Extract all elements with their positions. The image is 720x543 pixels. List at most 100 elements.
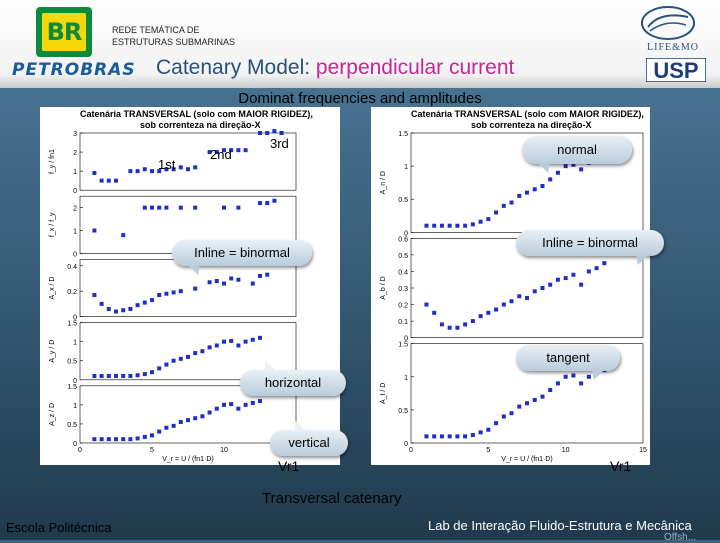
left-subplot-0-point-0 bbox=[92, 171, 97, 176]
right-subplot-0-point-7 bbox=[478, 219, 483, 224]
left-subplot-3-ytick-2: 1 bbox=[73, 340, 77, 347]
left-subplot-1-point-11 bbox=[265, 201, 270, 206]
left-subplot-4-point-17 bbox=[214, 406, 219, 411]
left-subplot-3-point-7 bbox=[142, 372, 147, 377]
left-subplot-0-point-19 bbox=[243, 148, 248, 153]
right-subplot-2-point-5 bbox=[463, 434, 468, 439]
left-subplot-0-point-8 bbox=[157, 169, 162, 174]
left-subplot-2-point-19 bbox=[250, 281, 255, 286]
left-subplot-1-point-1 bbox=[121, 233, 126, 238]
left-subplot-2-point-3 bbox=[114, 309, 118, 314]
left-subplot-2-point-0 bbox=[92, 292, 97, 297]
left-subplot-0-point-10 bbox=[171, 167, 176, 172]
left-subplot-4-point-18 bbox=[222, 402, 226, 407]
left-subplot-4-ytick-3: 1.5 bbox=[67, 384, 77, 391]
left-subplot-2-point-12 bbox=[178, 289, 183, 294]
right-subplot-0-point-6 bbox=[470, 222, 475, 227]
left-subplot-1-point-10 bbox=[258, 201, 262, 206]
left-subplot-4-ytick-2: 1 bbox=[73, 403, 77, 410]
left-subplot-2-point-11 bbox=[171, 290, 176, 295]
left-subplot-0-ytick-0: 0 bbox=[73, 188, 77, 195]
left-subplot-3-point-8 bbox=[150, 370, 154, 375]
left-subplot-3-point-12 bbox=[178, 356, 183, 361]
left-subplot-4-point-23 bbox=[258, 399, 262, 404]
transversal-caption: Transversal catenary bbox=[262, 490, 402, 507]
right-subplot-2-ytick-0: 0 bbox=[404, 441, 408, 448]
right-title-line2: sob correnteza na direção-X bbox=[471, 120, 592, 130]
callout-inline-right: Inline = binormal bbox=[516, 230, 664, 256]
right-subplot-0-ytick-2: 1 bbox=[404, 164, 408, 171]
right-subplot-0-point-4 bbox=[455, 223, 460, 228]
left-subplot-1-point-2 bbox=[142, 205, 147, 210]
br-logo: BR bbox=[36, 7, 92, 57]
left-subplot-0-point-15 bbox=[214, 150, 219, 155]
left-subplot-1-point-3 bbox=[150, 205, 154, 210]
left-xtick-2: 10 bbox=[220, 447, 228, 454]
right-subplot-2-point-4 bbox=[455, 434, 460, 439]
right-subplot-1-point-7 bbox=[478, 314, 483, 319]
left-xtick-1: 5 bbox=[150, 447, 154, 454]
right-subplot-0-point-2 bbox=[439, 223, 444, 228]
callout-horizontal: horizontal bbox=[240, 370, 346, 396]
right-subplot-0-point-5 bbox=[463, 223, 468, 228]
left-subplot-2-point-1 bbox=[99, 301, 104, 306]
callout-inline-left: Inline = binormal bbox=[172, 240, 312, 266]
right-subplot-2-point-0 bbox=[424, 434, 429, 439]
left-subplot-1-ytick-2: 2 bbox=[73, 206, 77, 213]
left-subplot-3-ytick-0: 0 bbox=[73, 378, 77, 385]
left-subplot-2-point-18 bbox=[236, 277, 241, 282]
right-subplot-1-point-23 bbox=[602, 261, 607, 266]
right-subplot-0-point-15 bbox=[540, 183, 545, 188]
right-subplot-2-point-3 bbox=[447, 434, 452, 439]
left-subplot-0-ylabel: f_y / fn1 bbox=[49, 149, 56, 174]
right-subplot-1-ytick-3: 0.3 bbox=[398, 286, 408, 293]
left-subplot-4-point-22 bbox=[250, 400, 255, 405]
left-subplot-1-ylabel: f_x / f_y bbox=[49, 212, 56, 237]
right-subplot-0-ytick-0: 0 bbox=[404, 230, 408, 237]
lifemo-logo-icon bbox=[641, 6, 695, 40]
lifemo-logo-text: LIFE&MO bbox=[647, 42, 699, 53]
rede-tematica-text: REDE TEMÁTICA DE ESTRUTURAS SUBMARINAS bbox=[112, 25, 236, 47]
right-subplot-1-point-4 bbox=[455, 325, 460, 330]
left-subplot-4-ytick-0: 0 bbox=[73, 441, 77, 448]
right-subplot-1-point-20 bbox=[579, 282, 584, 287]
left-subplot-4-point-20 bbox=[236, 406, 241, 411]
left-subplot-0-point-14 bbox=[207, 150, 212, 155]
left-subplot-2-point-2 bbox=[106, 306, 111, 311]
right-xtick-3: 15 bbox=[639, 447, 647, 454]
right-xlabel: V_r = U / (fn1·D) bbox=[501, 456, 553, 463]
left-subplot-3-point-1 bbox=[99, 373, 104, 378]
right-subplot-1-point-18 bbox=[563, 276, 568, 281]
right-subplot-1-point-22 bbox=[594, 266, 599, 271]
callout-tangent: tangent bbox=[516, 345, 620, 371]
right-subplot-1-point-8 bbox=[486, 310, 491, 315]
left-subplot-3-point-2 bbox=[106, 373, 111, 378]
right-subplot-2-ylabel: A_t / D bbox=[380, 383, 387, 404]
right-subplot-0-point-16 bbox=[548, 177, 553, 182]
left-subplot-4-frame bbox=[79, 385, 297, 444]
right-subplot-2-point-15 bbox=[540, 394, 545, 399]
left-subplot-3-point-23 bbox=[258, 335, 262, 340]
right-subplot-1-point-1 bbox=[432, 310, 437, 315]
right-subplot-2-point-19 bbox=[571, 373, 576, 378]
label-1st: 1st bbox=[158, 157, 176, 172]
left-subplot-4-point-9 bbox=[157, 429, 162, 434]
right-xtick-1: 5 bbox=[486, 447, 490, 454]
left-subplot-0-point-9 bbox=[164, 167, 169, 172]
right-subplot-1-point-19 bbox=[571, 272, 576, 277]
right-subplot-2-point-6 bbox=[470, 433, 475, 438]
left-subplot-0-point-12 bbox=[186, 167, 190, 172]
right-subplot-2-point-1 bbox=[432, 434, 437, 439]
right-subplot-0-point-8 bbox=[486, 217, 491, 222]
left-subplot-2-point-8 bbox=[150, 298, 154, 303]
left-xlabel: V_r = U / (fn1·D) bbox=[162, 456, 214, 463]
left-xtick-0: 0 bbox=[78, 447, 82, 454]
right-subplot-1-ytick-0: 0 bbox=[404, 336, 408, 343]
left-subplot-2-point-20 bbox=[258, 273, 262, 278]
left-subplot-4-point-5 bbox=[128, 437, 133, 442]
left-subplot-4-point-15 bbox=[200, 414, 205, 419]
left-subplot-3-point-0 bbox=[92, 373, 97, 378]
left-subplot-2-ytick-0: 0 bbox=[73, 315, 77, 322]
right-subplot-2-point-11 bbox=[509, 411, 514, 416]
right-subplot-1-point-10 bbox=[501, 302, 506, 307]
